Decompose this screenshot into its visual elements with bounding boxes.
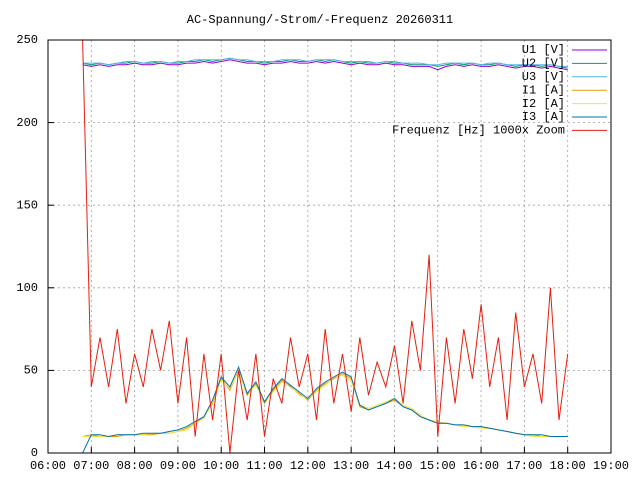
series-line: [82, 59, 568, 71]
x-tick-label: 08:00: [117, 459, 153, 473]
x-tick-label: 09:00: [160, 459, 196, 473]
x-tick-label: 11:00: [247, 459, 283, 473]
x-tick-label: 14:00: [376, 459, 412, 473]
legend: U1 [V]U2 [V]U3 [V]I1 [A]I2 [A]I3 [A]Freq…: [392, 43, 607, 138]
x-tick-label: 10:00: [203, 459, 239, 473]
x-tick-label: 16:00: [463, 459, 499, 473]
x-tick-label: 19:00: [593, 459, 629, 473]
series-line: [82, 40, 569, 453]
series-line: [82, 370, 568, 437]
x-tick-label: 15:00: [420, 459, 456, 473]
plot-border: [47, 39, 612, 454]
legend-label: U2 [V]: [522, 57, 565, 71]
x-tick-label: 06:00: [30, 459, 66, 473]
series-line: [82, 365, 568, 453]
x-tick-label: 07:00: [73, 459, 109, 473]
y-tick-label: 200: [16, 116, 38, 130]
y-tick-label: 0: [31, 446, 38, 460]
legend-label: I1 [A]: [522, 83, 565, 97]
y-tick-label: 250: [16, 33, 38, 47]
x-tick-label: 13:00: [333, 459, 369, 473]
x-tick-label: 12:00: [290, 459, 326, 473]
legend-label: U3 [V]: [522, 70, 565, 84]
plot-area: [82, 40, 569, 453]
legend-label: I2 [A]: [522, 97, 565, 111]
legend-label: Frequenz [Hz] 1000x Zoom: [392, 124, 565, 138]
series-line: [82, 57, 568, 67]
x-tick-label: 17:00: [506, 459, 542, 473]
y-tick-label: 50: [24, 364, 38, 378]
x-tick-label: 18:00: [550, 459, 586, 473]
series-line: [82, 369, 568, 437]
y-tick-label: 100: [16, 281, 38, 295]
y-tick-label: 150: [16, 198, 38, 212]
axes: 0 50 100 150 200 250 06:00 07:00 08:00 09:00 10:00…: [16, 33, 629, 473]
chart-title: AC-Spannung/-Strom/-Frequenz 20260311: [187, 13, 453, 27]
legend-label: I3 [A]: [522, 110, 565, 124]
legend-label: U1 [V]: [522, 43, 565, 57]
